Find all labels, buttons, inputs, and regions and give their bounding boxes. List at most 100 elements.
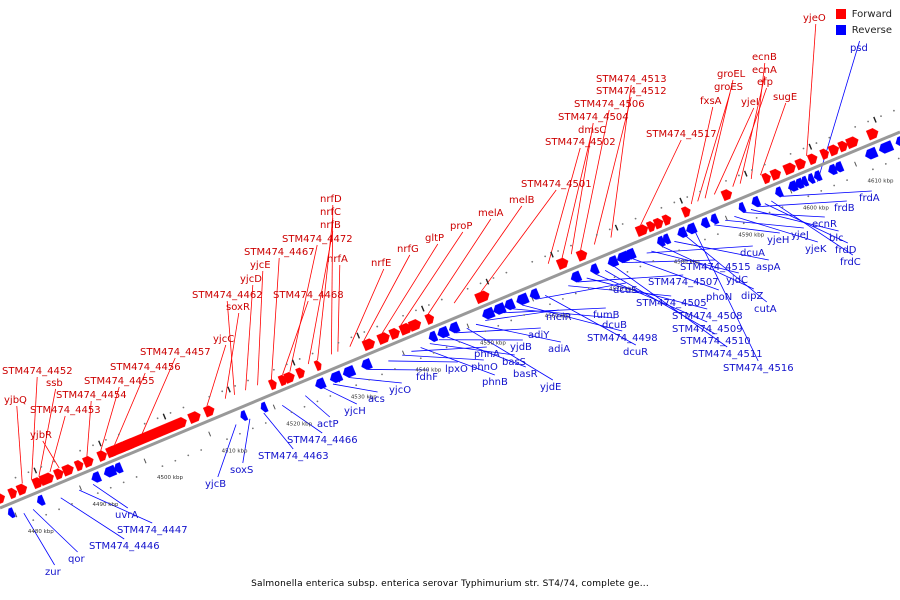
forward-34-gene	[680, 206, 691, 218]
minor-tick	[221, 390, 224, 393]
leader-psd	[817, 40, 860, 182]
leader-dcuA	[646, 245, 753, 254]
minor-tick	[738, 174, 740, 177]
leader-gltP	[381, 243, 439, 334]
upper-tick	[743, 170, 748, 177]
minor-tick	[789, 152, 792, 155]
reverse-12-gene	[437, 325, 450, 339]
gene-label-basR: basR	[513, 369, 538, 380]
legend-forward-label: Forward	[851, 8, 892, 20]
minor-tick	[363, 331, 366, 333]
leader-ecnA	[739, 75, 766, 184]
leader-ecnB	[750, 62, 766, 180]
gene-label-nrfB: nrfB	[320, 220, 341, 231]
leader-acs	[332, 383, 378, 393]
upper-tick	[227, 386, 231, 393]
minor-tick	[226, 438, 228, 441]
leader-STM474_4507	[577, 274, 684, 283]
reverse-35-gene	[801, 175, 810, 187]
minor-tick	[574, 292, 577, 295]
gene-label-STM474_4454: STM474_4454	[56, 390, 127, 401]
minor-tick	[96, 492, 99, 495]
reverse-28-gene	[700, 216, 711, 229]
leader-frdD	[764, 203, 848, 244]
reverse-30-gene-shape	[738, 201, 747, 213]
leader-sugE	[760, 102, 787, 176]
gene-label-STM474_4447: STM474_4447	[117, 525, 188, 536]
gene-label-STM474_4462: STM474_4462	[192, 290, 263, 301]
forward-14-gene-shape	[187, 411, 201, 424]
leader-frdC	[771, 200, 854, 256]
forward-5-gene-shape	[52, 468, 64, 481]
minor-tick	[143, 422, 146, 425]
forward-2-gene-shape	[15, 483, 28, 496]
minor-tick	[440, 298, 443, 301]
minor-tick	[466, 287, 469, 290]
leader-phoN	[632, 258, 719, 291]
gene-label-dcuA: dcuA	[740, 248, 765, 259]
gene-label-lpxO: lpxO	[445, 364, 468, 375]
minor-tick	[53, 460, 56, 463]
minor-tick	[251, 427, 254, 430]
minor-tick	[484, 330, 487, 333]
reverse-23-gene-shape	[625, 247, 637, 260]
reverse-42-gene	[895, 134, 900, 147]
gene-label-nrfG: nrfG	[397, 244, 419, 255]
reverse-29-gene-shape	[710, 213, 720, 225]
minor-tick	[716, 233, 719, 235]
leader-yjeJ	[725, 219, 804, 229]
minor-tick	[505, 271, 508, 274]
gene-label-actP: actP	[317, 419, 339, 430]
reverse-21-gene	[607, 255, 620, 268]
gene-label-ecnA: ecnA	[752, 65, 777, 76]
minor-tick	[872, 168, 874, 171]
tick-label: 4550 kbp	[480, 340, 506, 346]
reverse-16-gene-shape	[504, 298, 516, 311]
minor-tick	[510, 319, 513, 322]
minor-tick	[497, 324, 500, 327]
forward-23-gene-shape	[388, 327, 400, 340]
tick-label: 4520 kbp	[286, 421, 312, 427]
forward-31-gene	[645, 221, 656, 233]
reverse-15-gene-shape	[493, 302, 507, 315]
gene-label-frdA: frdA	[859, 193, 880, 204]
gene-label-STM474_4506: STM474_4506	[574, 99, 645, 110]
gene-label-frdB: frdB	[834, 203, 855, 214]
minor-tick	[200, 449, 203, 451]
leader-STM474_4509	[595, 273, 708, 323]
minor-tick	[109, 486, 112, 489]
reverse-16-gene	[504, 298, 516, 311]
minor-tick	[419, 357, 422, 360]
leader-STM474_4467	[271, 257, 280, 380]
minor-tick	[208, 395, 211, 398]
forward-35-gene	[720, 189, 733, 202]
leader-dmsC	[561, 135, 592, 259]
minor-tick	[368, 378, 371, 381]
forward-26-gene	[424, 313, 435, 325]
reverse-12-gene-shape	[437, 325, 450, 339]
gene-label-nrfA: nrfA	[327, 254, 348, 265]
minor-tick	[156, 417, 159, 420]
gene-label-dcuR: dcuR	[623, 347, 648, 358]
gene-label-STM474_4509: STM474_4509	[672, 324, 743, 335]
major-tick	[854, 161, 857, 167]
leader-nrfD	[330, 204, 334, 355]
reverse-41-gene-shape	[878, 140, 895, 154]
minor-tick	[725, 179, 727, 182]
reverse-41-gene	[878, 140, 895, 154]
minor-tick	[570, 244, 572, 247]
forward-21-gene	[361, 338, 376, 352]
forward-44-gene-shape	[845, 136, 859, 150]
reverse-4-gene-shape	[114, 462, 124, 474]
minor-tick	[272, 368, 275, 371]
leader-frdA	[782, 190, 872, 197]
reverse-36-gene-shape	[807, 173, 816, 184]
forward-0-gene	[0, 492, 6, 507]
tick-label: 4600 kbp	[803, 205, 829, 211]
minor-tick	[247, 379, 249, 382]
forward-28-gene	[555, 257, 569, 270]
leader-soxS	[242, 418, 251, 464]
leader-STM474_4447	[79, 489, 153, 524]
minor-tick	[161, 465, 164, 468]
minor-tick	[458, 341, 461, 343]
